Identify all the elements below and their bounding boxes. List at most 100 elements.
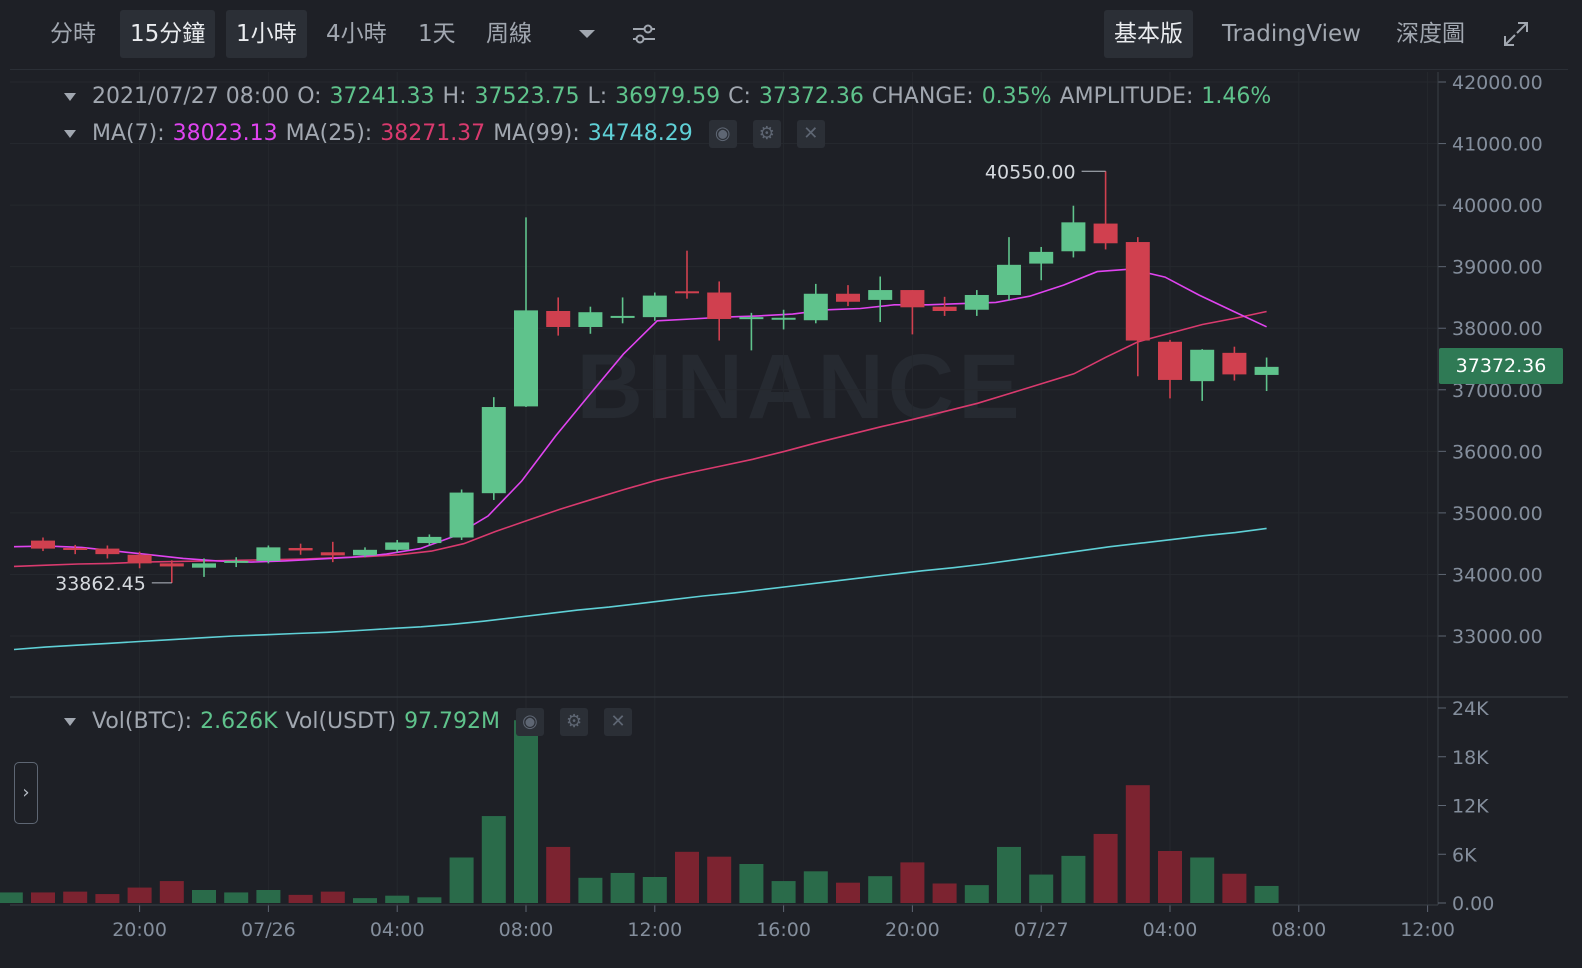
gear-icon[interactable]: ⚙ <box>752 120 781 148</box>
candle-body <box>385 542 410 550</box>
interval-4h[interactable]: 4小時 <box>326 21 387 47</box>
candle-body <box>1029 251 1054 264</box>
candle-body <box>514 310 538 407</box>
vol-usdt-value: 97.792M <box>404 709 501 734</box>
candle-body <box>836 293 860 302</box>
ma7-line <box>13 268 1267 563</box>
volume-bar <box>868 876 893 903</box>
volume-bar <box>1093 833 1118 903</box>
volume-bar <box>481 816 506 903</box>
ma7-label: MA(7): <box>92 121 165 146</box>
volume-tick-label: 24K <box>1452 698 1489 720</box>
candle-body <box>900 290 925 308</box>
view-tradingview[interactable]: TradingView <box>1222 21 1361 47</box>
volume-bar <box>256 890 281 903</box>
collapse-caret-icon[interactable] <box>62 128 78 140</box>
expand-panel-button[interactable]: › <box>14 762 38 824</box>
collapse-caret-icon[interactable] <box>62 716 78 728</box>
interval-time[interactable]: 分時 <box>50 21 96 47</box>
volume-bar <box>739 864 764 903</box>
ma7-value: 38023.13 <box>172 121 278 146</box>
candle-body <box>256 547 281 561</box>
last-price-tag: 37372.36 <box>1439 348 1563 384</box>
fullscreen-icon[interactable] <box>1502 20 1530 52</box>
candle-body <box>224 560 249 563</box>
volume-bar <box>320 891 345 903</box>
time-tick-label: 07/26 <box>241 919 296 941</box>
candle-body <box>771 317 796 320</box>
price-tick-label: 39000.00 <box>1452 257 1543 279</box>
time-tick-label: 04:00 <box>1143 919 1198 941</box>
candle-body <box>417 536 442 544</box>
time-tick-label: 07/27 <box>1014 919 1069 941</box>
close-icon[interactable]: ✕ <box>604 708 633 736</box>
volume-bar <box>675 851 699 903</box>
candle-body <box>1158 341 1182 380</box>
volume-bar <box>95 894 120 903</box>
volume-bar <box>1029 874 1054 903</box>
volume-bar <box>1254 885 1279 903</box>
candle-body <box>707 292 732 319</box>
candle-body <box>997 264 1021 295</box>
candle-body <box>353 549 377 556</box>
volume-bar <box>1190 857 1215 903</box>
candles <box>31 171 1279 583</box>
price-tick-label: 42000.00 <box>1452 72 1543 94</box>
volume-bar <box>578 877 603 903</box>
ohlc-legend: 2021/07/27 08:00 O: 37241.33 H: 37523.75 L: 36… <box>62 84 1279 109</box>
candle-body <box>1190 349 1215 382</box>
price-tick-label: 34000.00 <box>1452 564 1543 586</box>
candle-body <box>675 291 699 294</box>
volume-bar <box>997 846 1021 903</box>
close-icon[interactable]: ✕ <box>796 120 825 148</box>
settings-sliders-icon[interactable] <box>630 20 658 52</box>
volume-bar <box>1222 873 1247 903</box>
candle-body <box>1093 223 1118 244</box>
collapse-caret-icon[interactable] <box>62 91 78 103</box>
time-tick-label: 16:00 <box>756 919 811 941</box>
interval-week[interactable]: 周線 <box>486 21 532 47</box>
volume-bar <box>127 887 152 903</box>
price-tick-label: 40000.00 <box>1452 195 1543 217</box>
legend-date: 2021/07/27 08:00 <box>92 84 290 109</box>
volume-bar <box>836 882 860 903</box>
ma-legend: MA(7): 38023.13 MA(25): 38271.37 MA(99): 3474… <box>62 120 833 148</box>
candle-body <box>320 552 345 556</box>
candle-body <box>192 563 216 568</box>
price-tick-label: 38000.00 <box>1452 318 1543 340</box>
volume-bar <box>514 720 538 903</box>
time-tick-label: 20:00 <box>885 919 940 941</box>
candle-body <box>610 315 635 318</box>
candle-body <box>1125 242 1150 341</box>
ma99-label: MA(99): <box>493 121 580 146</box>
volume-bar <box>900 862 925 903</box>
view-depth[interactable]: 深度圖 <box>1396 21 1465 47</box>
volume-bar <box>610 872 635 903</box>
time-tick-label: 08:00 <box>1271 919 1326 941</box>
volume-bar <box>159 881 184 903</box>
candle-body <box>159 563 184 567</box>
eye-icon[interactable]: ◉ <box>516 708 545 736</box>
gear-icon[interactable]: ⚙ <box>560 708 589 736</box>
volume-bar <box>964 885 989 903</box>
volume-bar <box>353 898 377 903</box>
eye-icon[interactable]: ◉ <box>708 120 737 148</box>
volume-bar <box>1125 785 1150 903</box>
volume-bar <box>288 894 313 903</box>
interval-15m[interactable]: 15分鐘 <box>120 10 216 58</box>
vol-btc-value: 2.626K <box>200 709 278 734</box>
interval-dropdown-icon[interactable] <box>576 24 598 48</box>
candle-body <box>932 306 957 311</box>
candle-body <box>127 554 152 564</box>
view-basic[interactable]: 基本版 <box>1104 10 1193 58</box>
price-tick-label: 41000.00 <box>1452 134 1543 156</box>
interval-1h[interactable]: 1小時 <box>226 10 307 58</box>
legend-o-label: O: <box>297 84 322 109</box>
candle-body <box>63 547 88 550</box>
grid-lines <box>10 72 1438 905</box>
interval-1d[interactable]: 1天 <box>418 21 456 47</box>
candle-body <box>31 540 55 549</box>
candle-body <box>578 312 603 327</box>
max-price-label: 40550.00 <box>985 161 1076 183</box>
legend-change-label: CHANGE: <box>871 84 974 109</box>
